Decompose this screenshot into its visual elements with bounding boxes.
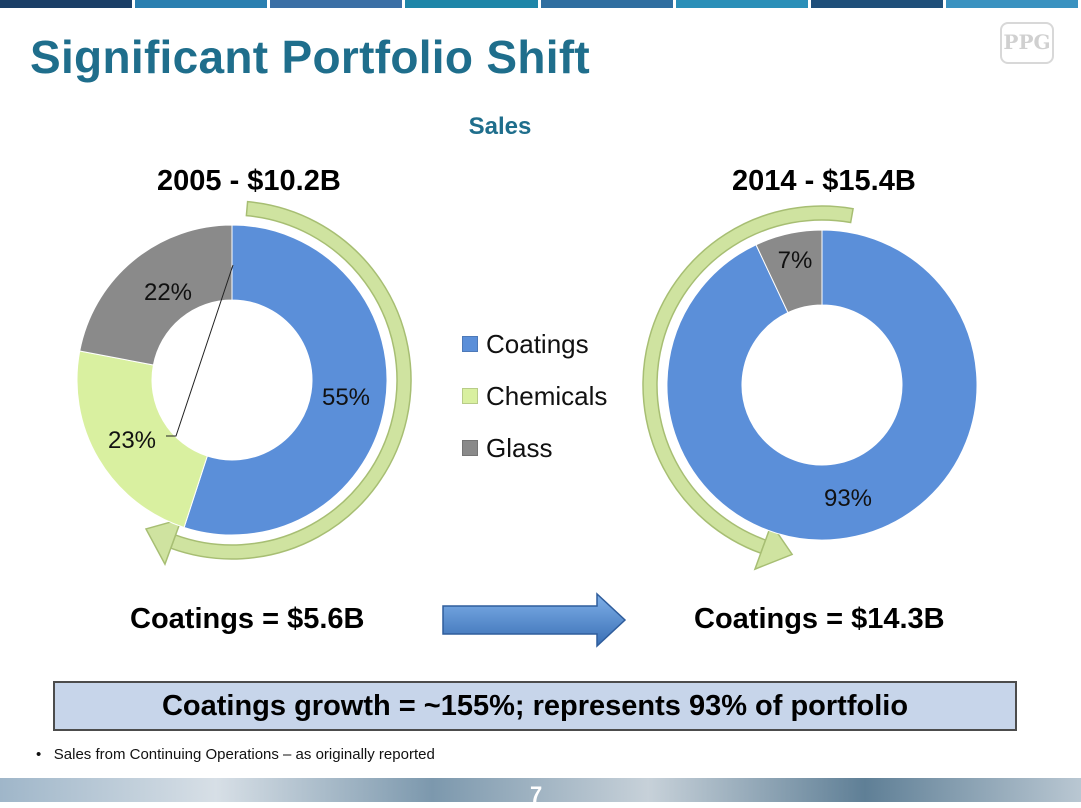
chart-title-2005: 2005 - $10.2B	[157, 165, 341, 197]
transition-arrow-shape	[442, 592, 627, 648]
donut-2005: 55% 23% 22%	[76, 224, 388, 536]
legend: Coatings Chemicals Glass	[462, 318, 607, 474]
footer-image-strip	[0, 778, 1081, 802]
data-label-chemicals: 23%	[108, 427, 156, 454]
legend-item-glass: Glass	[462, 422, 607, 474]
legend-item-coatings: Coatings	[462, 318, 607, 370]
ring-arrowhead	[753, 522, 794, 571]
footnote: • Sales from Continuing Operations – as …	[36, 746, 435, 763]
growth-arrow-ring-2005	[144, 200, 412, 567]
data-label-glass: 22%	[144, 279, 192, 306]
legend-item-chemicals: Chemicals	[462, 370, 607, 422]
leader-line-chemicals	[166, 264, 234, 437]
slice-glass	[755, 229, 823, 314]
coatings-2005-label: Coatings = $5.6B	[130, 603, 365, 635]
legend-label-coatings: Coatings	[486, 328, 589, 359]
slice-coatings	[666, 229, 978, 541]
data-label-coatings: 55%	[322, 384, 370, 411]
slice-glass	[79, 224, 233, 366]
top-color-bar	[0, 0, 1081, 8]
legend-swatch-chemicals	[462, 388, 478, 404]
data-label-glass: 7%	[778, 247, 813, 274]
legend-label-glass: Glass	[486, 432, 553, 463]
donut-2014: 93% 7%	[666, 229, 978, 541]
legend-label-chemicals: Chemicals	[486, 380, 608, 411]
page-number: 7	[530, 782, 543, 807]
ppg-logo: PPG	[1000, 22, 1054, 64]
page-title: Significant Portfolio Shift	[30, 31, 591, 83]
growth-arrow-ring-2014	[642, 205, 854, 571]
growth-callout: Coatings growth = ~155%; represents 93% …	[53, 681, 1017, 731]
chart-title-2014: 2014 - $15.4B	[732, 165, 916, 197]
footnote-text: Sales from Continuing Operations – as or…	[53, 746, 435, 763]
data-label-coatings: 93%	[824, 485, 872, 512]
coatings-2014-label: Coatings = $14.3B	[694, 603, 945, 635]
ring-band	[642, 205, 854, 555]
legend-swatch-coatings	[462, 336, 478, 352]
legend-swatch-glass	[462, 440, 478, 456]
chart-subtitle: Sales	[468, 113, 532, 140]
ring-arrowhead	[144, 517, 183, 567]
slice-coatings	[183, 224, 388, 536]
transition-arrow	[442, 592, 627, 648]
